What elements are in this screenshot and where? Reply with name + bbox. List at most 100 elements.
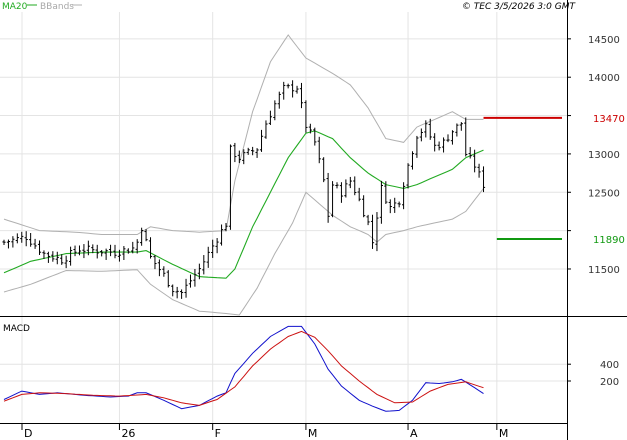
price-bar: [157, 259, 161, 277]
price-bar: [171, 284, 175, 297]
price-bar: [135, 239, 139, 254]
price-bar: [55, 251, 59, 265]
price-bar: [20, 231, 24, 243]
price-bar: [410, 151, 415, 170]
price-bar: [481, 166, 486, 193]
price-bar: [419, 128, 423, 142]
price-bar: [459, 122, 463, 131]
legend-ma20-label: MA20: [2, 2, 28, 12]
price-bar: [353, 176, 357, 196]
price-levels: 13470 11890: [483, 114, 625, 246]
price-ytick-label: 14500: [588, 35, 620, 46]
bollinger-bands: [3, 34, 484, 316]
price-bar: [468, 147, 472, 159]
price-bar: [437, 141, 441, 151]
resistance-label: 13470: [593, 114, 625, 125]
price-bar: [268, 110, 272, 126]
price-bar: [82, 244, 86, 259]
timestamp: © TEC 3/5/2026 3:0 GMT: [462, 2, 577, 12]
x-tick-label: A: [410, 427, 418, 440]
price-bar: [242, 149, 246, 165]
price-bar: [37, 240, 42, 255]
price-bar: [428, 118, 432, 140]
price-bar: [91, 244, 95, 254]
price-bar: [362, 195, 366, 218]
price-bar: [375, 212, 379, 252]
x-axis-labels: D 26 F M A M: [21, 424, 508, 440]
price-bar: [446, 134, 450, 143]
price-bar: [313, 127, 317, 146]
x-tick-label: M: [308, 427, 318, 440]
price-bar: [73, 245, 77, 257]
price-bar: [188, 274, 193, 288]
price-bar: [348, 176, 352, 189]
macd-lines: [3, 325, 484, 412]
price-bar: [255, 148, 259, 158]
price-bar: [233, 142, 237, 163]
macd-macd-line: [3, 325, 484, 412]
price-bar: [15, 233, 19, 244]
price-bar: [215, 238, 219, 254]
price-bar: [295, 85, 299, 94]
grid: [0, 12, 567, 423]
price-bar: [450, 130, 455, 145]
price-bar: [455, 123, 459, 137]
price-bar: [60, 254, 64, 265]
price-bar: [2, 239, 6, 246]
price-bar: [273, 100, 277, 121]
price-bar: [126, 248, 130, 254]
price-bar: [228, 144, 233, 230]
price-bar: [219, 224, 224, 246]
price-bar: [237, 150, 241, 164]
y-axis-labels: 11500 12500 13000 14000 14500 200 400: [567, 35, 620, 388]
price-bar: [100, 249, 104, 257]
price-bar: [122, 246, 126, 261]
price-bar: [144, 229, 148, 242]
price-ytick-label: 13000: [588, 150, 620, 161]
price-bar: [24, 231, 28, 247]
price-bar: [202, 255, 206, 275]
price-bar: [184, 278, 188, 298]
price-bar: [180, 289, 184, 299]
price-bar: [51, 251, 55, 262]
price-bar: [344, 179, 348, 198]
x-tick-label: F: [215, 427, 221, 440]
price-bar: [326, 172, 330, 223]
price-bar: [11, 236, 15, 248]
price-bar: [330, 181, 335, 218]
price-bar: [464, 117, 468, 157]
price-bar: [277, 91, 281, 109]
price-bar: [477, 163, 481, 178]
support-label: 11890: [593, 235, 625, 246]
macd-signal-line: [3, 330, 484, 406]
price-bar: [113, 244, 117, 259]
price-bar: [193, 268, 197, 287]
macd-ytick-label: 400: [600, 360, 619, 371]
price-ytick-label: 12500: [588, 188, 620, 199]
price-bar: [379, 180, 383, 224]
price-bar: [370, 214, 375, 249]
price-bar: [166, 270, 170, 288]
price-bar: [162, 266, 166, 277]
price-bar: [397, 201, 401, 208]
price-bar: [95, 244, 99, 259]
x-tick-label: D: [24, 427, 32, 440]
price-bar: [206, 246, 210, 268]
price-bar: [433, 133, 437, 152]
price-bar: [6, 239, 11, 249]
price-bar: [175, 286, 179, 299]
price-bar: [322, 157, 326, 183]
price-bar: [131, 241, 135, 254]
price-bar: [211, 239, 215, 258]
price-bar: [197, 263, 201, 280]
price-bar: [335, 182, 339, 189]
macd-title: MACD: [3, 324, 30, 334]
bband-lower: [3, 188, 484, 316]
price-ytick-label: 14000: [588, 73, 620, 84]
price-bar: [366, 214, 370, 226]
legend-bbands-label: BBands: [40, 2, 74, 12]
price-bar: [46, 251, 50, 263]
price-bar: [69, 246, 73, 266]
